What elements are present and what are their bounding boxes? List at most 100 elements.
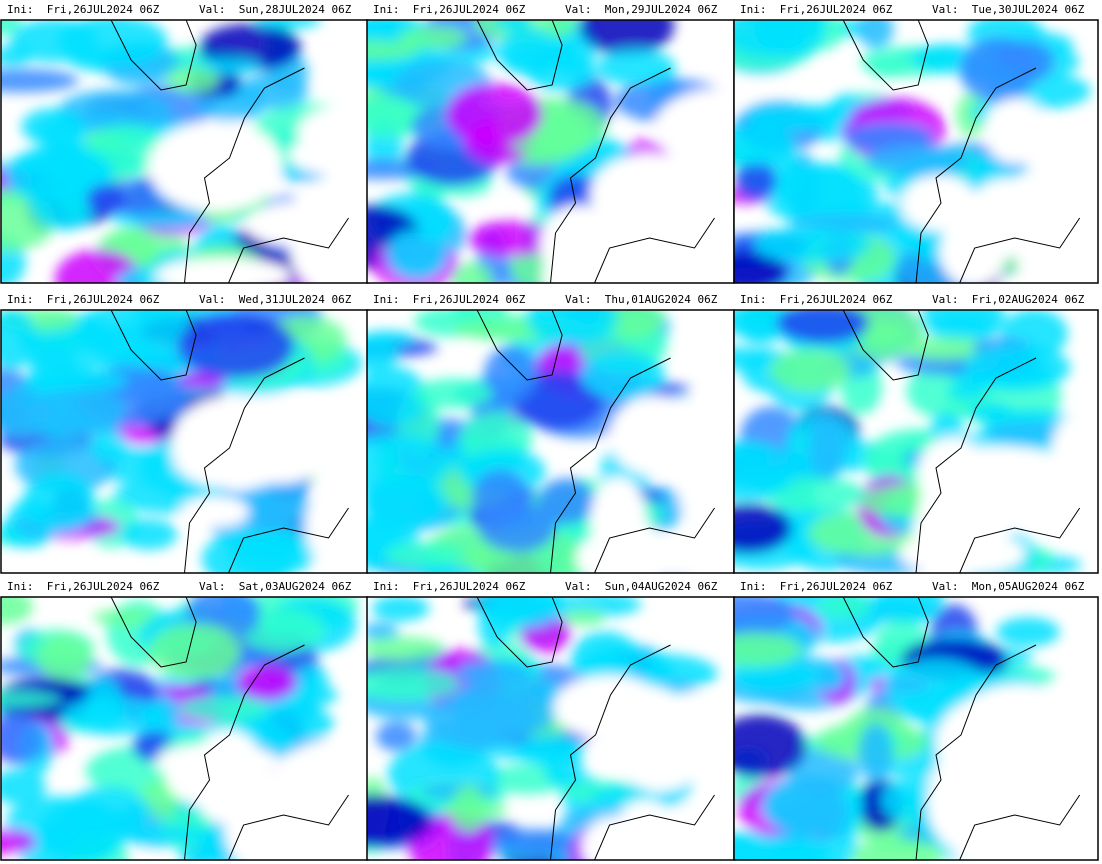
dry-area <box>165 742 273 809</box>
map-panel <box>367 20 734 283</box>
precip-blob <box>1 68 79 93</box>
coastline <box>842 310 929 381</box>
precip-blob <box>238 608 326 653</box>
precip-blob <box>811 661 846 692</box>
precip-blob <box>526 310 618 346</box>
ini-label: Ini: Fri,26JUL2024 06Z <box>373 3 526 16</box>
map-panel <box>734 597 1098 860</box>
coastline <box>476 20 563 91</box>
dry-area <box>289 203 368 283</box>
dry-area <box>590 477 647 561</box>
precip-blob <box>89 430 128 462</box>
coastline <box>959 794 1081 860</box>
precip-blob <box>483 346 538 402</box>
precip-blob <box>445 82 543 146</box>
precip-blob <box>242 702 334 747</box>
precip-blob <box>39 799 127 860</box>
valid-label: Val: Fri,02AUG2024 06Z <box>932 293 1085 306</box>
dry-area <box>274 743 368 797</box>
precip-blob <box>734 125 797 166</box>
dry-area <box>181 496 250 527</box>
precip-field <box>734 20 1098 283</box>
coastline <box>184 357 305 573</box>
precip-blob <box>1 768 46 805</box>
precip-blob <box>228 530 317 573</box>
precip-blob <box>239 73 309 110</box>
precip-blob <box>1 20 22 36</box>
precip-blob <box>769 348 850 392</box>
coastline <box>594 217 715 283</box>
precip-blob <box>367 636 445 662</box>
precip-blob <box>456 660 530 685</box>
precip-field <box>1 20 368 283</box>
precip-blob <box>398 26 468 49</box>
dry-area <box>539 204 617 283</box>
precip-field <box>1 310 368 573</box>
precip-blob <box>117 826 210 843</box>
precip-blob <box>367 39 419 61</box>
coastline <box>184 67 305 283</box>
coastline <box>228 217 349 283</box>
dry-area <box>651 543 709 573</box>
precip-blob <box>902 336 991 361</box>
precip-blob <box>166 65 219 93</box>
precip-blob <box>177 314 294 379</box>
map-panel <box>734 310 1098 573</box>
precip-blob <box>959 37 1036 103</box>
precip-blob <box>367 622 399 640</box>
precip-blob <box>596 49 676 86</box>
precip-blob <box>579 20 675 56</box>
precip-field <box>734 597 1098 860</box>
map-panel <box>1 310 368 573</box>
dry-area <box>983 98 1047 164</box>
precip-blob <box>367 336 398 372</box>
precip-blob <box>734 161 777 200</box>
precip-blob <box>255 20 322 29</box>
dry-area <box>288 134 368 176</box>
precip-blob <box>450 785 487 832</box>
precip-blob <box>451 261 493 283</box>
precip-blob <box>57 20 168 67</box>
precip-blob <box>36 633 93 680</box>
precip-blob <box>28 347 78 384</box>
coastline <box>184 644 305 860</box>
map-panel <box>367 597 734 860</box>
precip-field <box>367 20 734 283</box>
precip-blob <box>855 321 907 344</box>
precip-blob <box>1 310 37 370</box>
precip-blob <box>752 226 871 264</box>
precip-blob <box>367 795 432 847</box>
precip-blob <box>236 666 298 701</box>
precip-blob <box>92 609 160 626</box>
precip-blob <box>54 249 142 283</box>
dry-area <box>224 781 344 860</box>
precip-field <box>734 310 1098 573</box>
precip-blob <box>22 472 96 533</box>
precip-blob <box>921 310 1005 345</box>
precip-blob <box>86 183 127 216</box>
valid-label: Val: Wed,31JUL2024 06Z <box>199 293 352 306</box>
coastline <box>228 794 349 860</box>
precip-blob <box>148 623 241 680</box>
precip-blob <box>58 89 172 132</box>
precip-field <box>367 597 734 860</box>
precip-blob <box>864 144 970 177</box>
dry-area <box>553 675 665 740</box>
dry-area <box>155 257 292 283</box>
precip-blob <box>472 469 529 524</box>
panel-frame <box>733 19 1099 284</box>
dry-area <box>148 121 283 212</box>
dry-area <box>985 478 1055 525</box>
panel-frame <box>733 309 1099 574</box>
precip-blob <box>413 378 493 409</box>
ini-label: Ini: Fri,26JUL2024 06Z <box>373 580 526 593</box>
coastline <box>842 597 929 668</box>
precip-blob <box>1 597 33 625</box>
dry-area <box>609 395 700 476</box>
precip-blob <box>367 365 427 428</box>
map-panel <box>1 597 368 860</box>
coastline <box>550 67 671 283</box>
map-panel <box>734 20 1098 283</box>
precip-blob <box>538 478 595 525</box>
